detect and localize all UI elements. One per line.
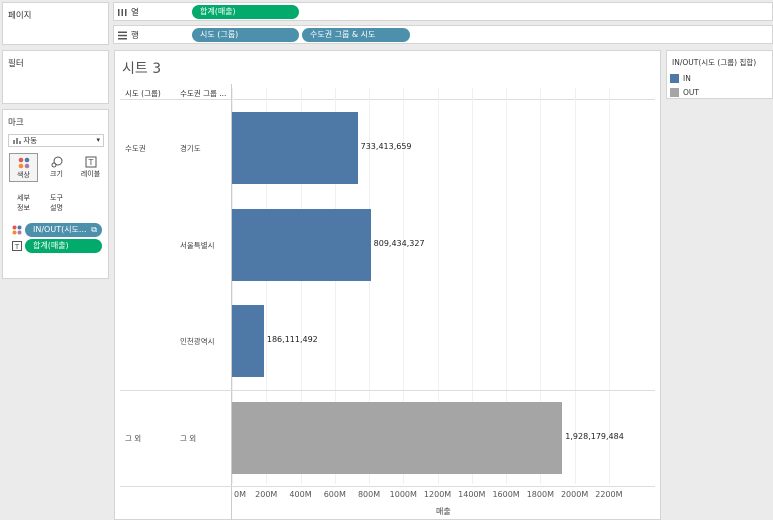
size-icon	[51, 156, 62, 168]
x-axis-title: 매출	[436, 507, 451, 516]
gridline	[438, 88, 439, 484]
x-tick-label: 0M	[234, 490, 246, 499]
size-button[interactable]: 크기	[42, 153, 71, 182]
label-button[interactable]: T 레이블	[76, 153, 105, 182]
svg-text:T: T	[87, 158, 93, 167]
legend-label-out: OUT	[683, 87, 699, 97]
label-button-label: 레이블	[80, 170, 101, 178]
columns-label-text: 열	[131, 8, 139, 18]
legend-label-in: IN	[683, 73, 691, 83]
x-tick-label: 1400M	[458, 490, 486, 499]
gridline	[301, 88, 302, 484]
row-label[interactable]: 인천광역시	[180, 337, 215, 347]
label-icon: T	[12, 241, 22, 251]
gridline	[472, 88, 473, 484]
rows-pill-sido-group[interactable]: 시도 (그룹)	[192, 28, 299, 42]
x-tick-label: 2200M	[595, 490, 623, 499]
x-tick-label: 800M	[357, 490, 381, 499]
tooltip-button[interactable]: 도구 설명	[42, 188, 71, 217]
color-dots-icon	[12, 225, 22, 235]
x-tick-label: 400M	[289, 490, 312, 499]
marks-pill-inout[interactable]: IN/OUT(시도... ⧉	[25, 223, 102, 237]
gridline	[232, 88, 233, 484]
legend-swatch-in	[670, 73, 679, 83]
x-tick-label: 600M	[323, 490, 346, 499]
group-label[interactable]: 수도권	[125, 144, 146, 154]
marks-panel: 마크 자동 ▾ 색상 크기 T 레이블 세부 정보 도구 설명 IN/OUT(시…	[2, 109, 109, 279]
group-divider	[120, 486, 655, 487]
bar-경기도[interactable]	[232, 112, 358, 185]
gridline	[506, 88, 507, 484]
header-sido-group[interactable]: 시도 (그룹)	[125, 89, 161, 98]
x-tick-label: 1600M	[492, 490, 520, 499]
size-button-label: 크기	[50, 170, 63, 178]
bar-인천광역시[interactable]	[232, 305, 264, 378]
marks-title: 마크	[8, 118, 24, 128]
color-legend: IN/OUT(시도 (그룹) 집합) IN OUT	[666, 50, 773, 99]
sheet-title: 시트 3	[122, 61, 162, 77]
bar-chart-icon	[13, 138, 21, 144]
rows-shelf-label: 행	[118, 29, 139, 41]
x-tick-label: 1200M	[423, 490, 452, 499]
detail-button[interactable]: 세부 정보	[9, 188, 38, 217]
legend-swatch-out	[670, 87, 679, 97]
rows-icon	[118, 31, 127, 39]
columns-icon	[118, 8, 127, 16]
header-divider	[120, 99, 655, 100]
set-icon: ⧉	[91, 225, 97, 234]
gridline	[335, 88, 336, 484]
bar-서울특별시[interactable]	[232, 208, 371, 281]
rows-label-text: 행	[131, 31, 139, 41]
data-label: 186,111,492	[266, 335, 318, 345]
chevron-down-icon: ▾	[96, 136, 100, 144]
x-tick-label: 1800M	[526, 490, 554, 499]
columns-pill-sum-sales[interactable]: 합계(매출)	[192, 5, 299, 19]
axis-divider	[231, 84, 232, 520]
data-label: 733,413,659	[360, 142, 412, 152]
header-capital-group[interactable]: 수도권 그룹 ...	[180, 89, 227, 98]
columns-shelf[interactable]: 열 합계(매출)	[113, 2, 773, 21]
color-button-label: 색상	[17, 171, 30, 179]
mark-type-dropdown[interactable]: 자동 ▾	[8, 134, 104, 147]
color-button[interactable]: 색상	[9, 153, 38, 182]
bar-그 외[interactable]	[232, 401, 563, 474]
gridline	[609, 88, 610, 484]
rows-pill-capital-group[interactable]: 수도권 그룹 & 시도	[302, 28, 410, 42]
pages-title: 페이지	[8, 11, 32, 21]
row-label[interactable]: 서울특별시	[180, 240, 215, 250]
gridline	[403, 88, 404, 484]
marks-pill-inout-label: IN/OUT(시도...	[33, 225, 87, 234]
data-label: 1,928,179,484	[565, 431, 624, 441]
tooltip-button-label: 도구 설명	[50, 194, 63, 212]
mark-type-value: 자동	[23, 136, 38, 145]
label-icon: T	[85, 156, 96, 168]
pages-panel[interactable]: 페이지	[2, 2, 109, 45]
group-divider	[120, 390, 655, 391]
x-tick-label: 1000M	[389, 490, 417, 499]
marks-pill-sum-sales[interactable]: 합계(매출)	[25, 239, 102, 253]
rows-shelf[interactable]: 행 시도 (그룹) 수도권 그룹 & 시도	[113, 25, 773, 44]
columns-shelf-label: 열	[118, 6, 139, 18]
color-dots-icon	[18, 157, 29, 169]
gridline	[266, 88, 267, 484]
x-tick-label: 2000M	[560, 490, 589, 499]
legend-item-in[interactable]: IN	[670, 73, 691, 83]
data-label: 809,434,327	[373, 238, 425, 248]
gridline	[369, 88, 370, 484]
svg-text:T: T	[14, 243, 20, 251]
row-label[interactable]: 그 외	[180, 433, 197, 443]
gridline	[575, 88, 576, 484]
x-tick-label: 200M	[255, 490, 278, 499]
filters-title: 필터	[8, 59, 24, 69]
filters-panel[interactable]: 필터	[2, 50, 109, 104]
group-label[interactable]: 그 외	[125, 433, 142, 443]
gridline	[540, 88, 541, 484]
detail-button-label: 세부 정보	[17, 194, 30, 212]
legend-item-out[interactable]: OUT	[670, 87, 699, 97]
legend-title: IN/OUT(시도 (그룹) 집합)	[672, 58, 757, 67]
row-label[interactable]: 경기도	[180, 144, 201, 154]
